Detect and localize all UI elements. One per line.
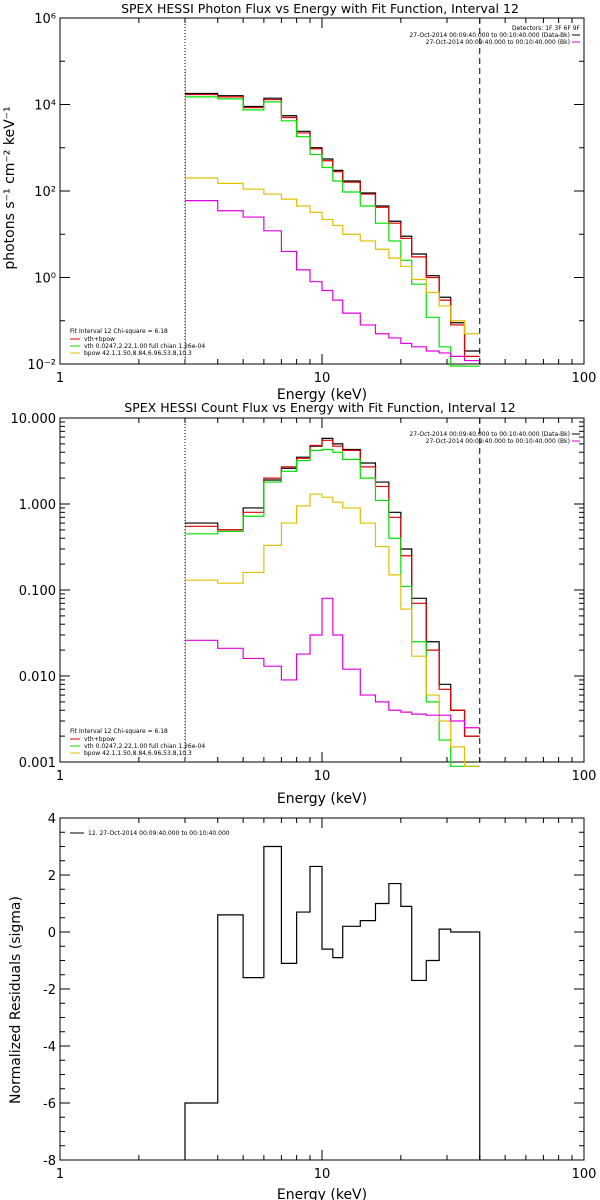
y-tick-label: 0.001 <box>19 756 56 771</box>
x-tick-label: 10 <box>314 371 331 386</box>
legend-left-line: vth+bpow <box>84 336 115 343</box>
legend-left-line: Fit Interval 12 Chi-square = 6.18 <box>70 328 168 335</box>
y-tick-label: 4 <box>48 812 56 827</box>
count-flux-series <box>185 437 480 767</box>
y-tick-label: -6 <box>43 1097 56 1112</box>
x-tick-label: 100 <box>572 371 597 386</box>
series-bpow <box>185 493 480 767</box>
y-tick-label: -4 <box>43 1040 56 1055</box>
series-vth <box>185 96 480 367</box>
x-tick-label: 100 <box>572 769 597 784</box>
count-flux-axes: 1 10 100 0.001 0.010 0.100 1.000 10.000 <box>11 412 597 784</box>
photon-flux-series <box>185 92 480 367</box>
y-tick-label: 1.000 <box>19 498 56 513</box>
residuals-xlabel: Energy (keV) <box>277 1187 367 1200</box>
legend-right-line: Detectors: 1F 3F 6F 9F <box>512 25 581 32</box>
photon-flux-xlabel: Energy (keV) <box>277 387 367 403</box>
series-total <box>185 93 480 357</box>
y-tick-label: -2 <box>43 983 56 998</box>
series-vth <box>185 448 480 767</box>
legend-left-line: Fit Interval 12 Chi-square = 6.18 <box>70 728 168 735</box>
legend-left-line: vth+bpow <box>84 736 115 743</box>
y-tick-label: 0.100 <box>19 584 56 599</box>
legend-left-line: bpow 42.1,1.50,8.84,6.96,53.8,10.3 <box>84 750 192 757</box>
x-tick-label: 100 <box>572 1167 597 1182</box>
x-tick-label: 1 <box>56 371 64 386</box>
residuals-axes: 1 10 100 -8 -6 -4 -2 0 2 4 <box>43 812 596 1182</box>
count-flux-legend-left: Fit Interval 12 Chi-square = 6.18 vth+bp… <box>70 728 205 757</box>
residuals-ylabel: Normalized Residuals (sigma) <box>8 896 24 1104</box>
legend-left-line: bpow 42.1,1.50,8.84,6.96,53.8,10.3 <box>84 350 192 357</box>
photon-flux-axes: 1 10 100 10⁻² 10⁰ 10² 10⁴ 10⁶ <box>27 12 596 386</box>
count-flux-title: SPEX HESSI Count Flux vs Energy with Fit… <box>124 400 515 415</box>
photon-flux-panel: SPEX HESSI Photon Flux vs Energy with Fi… <box>2 1 596 403</box>
legend-right-line: 27-Oct-2014 00:09:40.000 to 00:10:40.000… <box>409 32 570 39</box>
photon-flux-title: SPEX HESSI Photon Flux vs Energy with Fi… <box>121 1 519 16</box>
plot-frame <box>59 417 585 763</box>
photon-flux-legend-right: Detectors: 1F 3F 6F 9F 27-Oct-2014 00:09… <box>409 25 580 46</box>
plot-frame <box>59 17 585 365</box>
count-flux-xlabel: Energy (keV) <box>277 791 367 807</box>
y-tick-label: 10⁻² <box>27 358 56 373</box>
count-flux-legend-right: 27-Oct-2014 00:09:40.000 to 00:10:40.000… <box>409 431 580 445</box>
y-tick-label: 0 <box>48 926 56 941</box>
photon-flux-ylabel: photons s⁻¹ cm⁻² keV⁻¹ <box>2 106 18 269</box>
x-tick-label: 1 <box>56 769 64 784</box>
series-background <box>185 597 480 729</box>
residuals-legend: 12. 27-Oct-2014 00:09:40.000 to 00:10:40… <box>70 830 230 837</box>
series-data <box>185 92 480 352</box>
y-tick-label: 2 <box>48 869 56 884</box>
y-tick-label: 10² <box>34 185 56 200</box>
series-data <box>185 437 480 737</box>
y-tick-label: 0.010 <box>19 670 56 685</box>
x-tick-label: 10 <box>314 1167 331 1182</box>
count-flux-panel: SPEX HESSI Count Flux vs Energy with Fit… <box>11 400 597 807</box>
photon-flux-legend-left: Fit Interval 12 Chi-square = 6.18 vth+bp… <box>70 328 205 357</box>
residuals-panel: Energy (keV) Normalized Residuals (sigma… <box>8 812 596 1200</box>
legend-left-line: vth 0.0247,2.22,1.00 full chian 1.26e-04 <box>84 343 205 350</box>
residuals-series <box>184 845 481 1160</box>
y-tick-label: 10⁰ <box>34 272 56 287</box>
legend-right-line: 27-Oct-2014 00:09:40.000 to 00:10:40.000… <box>426 39 570 46</box>
legend-right-line: 27-Oct-2014 00:09:40.000 to 00:10:40.000… <box>426 438 570 445</box>
y-tick-label: 10.000 <box>11 412 57 427</box>
y-tick-label: 10⁶ <box>34 12 56 27</box>
x-tick-label: 10 <box>314 769 331 784</box>
legend-left-line: vth 0.0247,2.22,1.00 full chian 1.26e-04 <box>84 743 205 750</box>
legend-right-line: 27-Oct-2014 00:09:40.000 to 00:10:40.000… <box>409 431 570 438</box>
legend-left-line: 12. 27-Oct-2014 00:09:40.000 to 00:10:40… <box>88 830 230 837</box>
series-data <box>184 845 481 1160</box>
series-total <box>185 439 480 737</box>
series-background <box>185 199 480 362</box>
y-tick-label: -8 <box>43 1154 56 1169</box>
y-tick-label: 10⁴ <box>34 99 56 114</box>
series-bpow <box>185 177 480 335</box>
x-tick-label: 1 <box>56 1167 64 1182</box>
